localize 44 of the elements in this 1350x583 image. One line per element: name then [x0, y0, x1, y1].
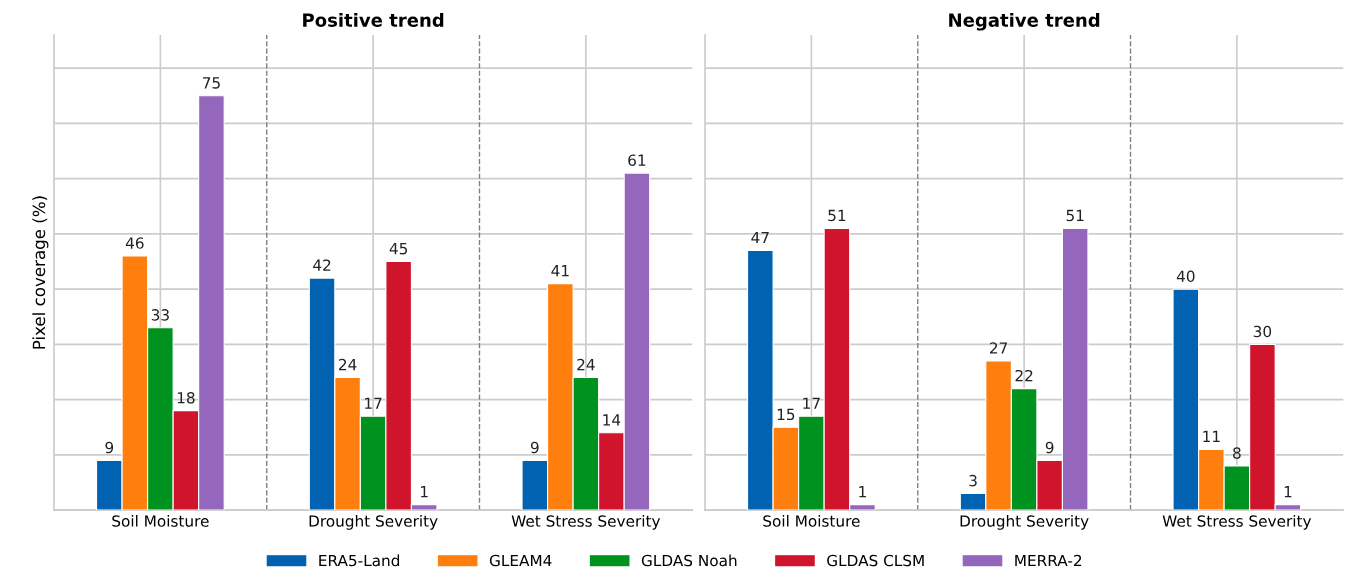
data-label: 1: [859, 486, 866, 498]
data-label: 8: [1233, 447, 1241, 459]
data-label: 46: [125, 237, 144, 249]
data-label: 17: [365, 397, 382, 409]
legend-label: ERA5-Land: [319, 554, 400, 567]
data-label: 9: [530, 441, 539, 454]
chart-title: Positive trend: [303, 12, 444, 27]
data-label: 33: [151, 309, 169, 321]
data-label: 24: [338, 358, 357, 371]
data-label: 24: [577, 358, 595, 371]
data-label: 22: [1015, 369, 1033, 382]
data-label: 9: [105, 441, 114, 454]
x-tick-label: Drought Severity: [309, 514, 438, 530]
data-label: 1: [1284, 486, 1292, 498]
data-label: 47: [751, 231, 769, 244]
data-label: 3: [969, 474, 977, 487]
data-label: 40: [1176, 270, 1195, 282]
x-tick-label: Soil Moisture: [763, 514, 860, 527]
chart-title: Negative trend: [949, 12, 1100, 31]
data-label: 14: [603, 414, 621, 426]
legend-label: MERRA-2: [1015, 554, 1082, 567]
data-label: 41: [551, 265, 569, 277]
data-label: 61: [628, 154, 646, 166]
data-label: 17: [803, 397, 820, 409]
y-axis-title: Pixel coverage (%): [32, 196, 49, 349]
data-label: 11: [1203, 430, 1220, 443]
data-label: 51: [828, 209, 846, 222]
data-label: 45: [389, 243, 408, 255]
data-label: 15: [777, 408, 795, 421]
data-label: 75: [202, 77, 220, 89]
data-label: 42: [313, 259, 331, 271]
x-tick-label: Wet Stress Severity: [1162, 514, 1312, 530]
data-label: 27: [990, 342, 1008, 354]
data-label: 30: [1253, 325, 1272, 338]
data-label: 1: [421, 486, 428, 498]
x-tick-label: Wet Stress Severity: [511, 514, 661, 530]
legend-label: GLDAS CLSM: [827, 554, 924, 567]
legend-label: GLEAM4: [489, 554, 552, 567]
data-label: 51: [1066, 209, 1084, 222]
x-tick-label: Soil Moisture: [112, 514, 209, 527]
legend-label: GLDAS Noah: [641, 554, 737, 567]
data-label: 18: [177, 391, 195, 404]
x-tick-label: Drought Severity: [960, 514, 1089, 530]
data-label: 9: [1045, 441, 1054, 454]
